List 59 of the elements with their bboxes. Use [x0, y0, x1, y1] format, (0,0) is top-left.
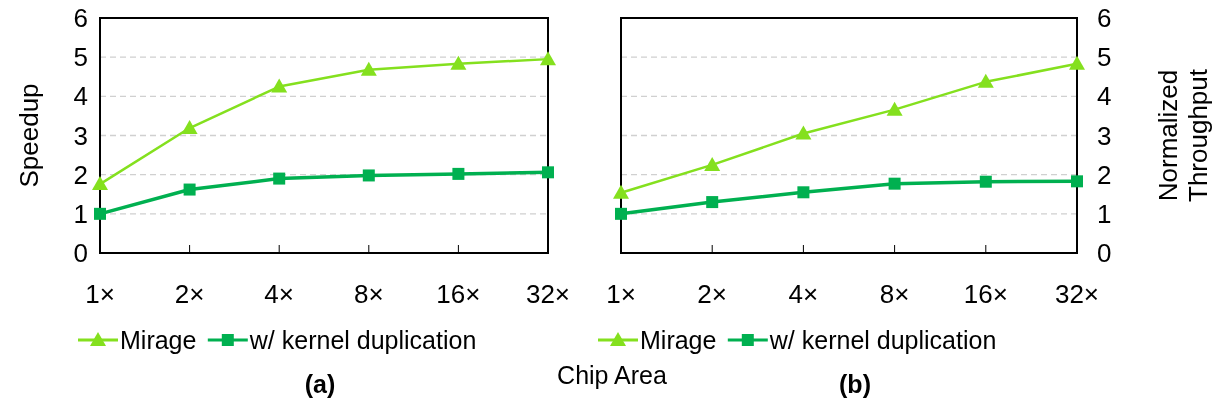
point [452, 167, 465, 180]
legend-label: Mirage [640, 326, 717, 354]
point [92, 176, 108, 191]
point [271, 78, 288, 93]
y-tick-label: 4 [73, 81, 88, 112]
y-tick-label: 3 [73, 120, 88, 151]
x-tick-label: 2× [697, 279, 728, 309]
point [273, 172, 286, 185]
x-tick-label: 2× [174, 279, 205, 309]
y2-tick-label: 4 [1097, 81, 1112, 112]
point [1071, 175, 1083, 188]
x-tick-label: 32× [1054, 279, 1100, 309]
point [795, 125, 812, 140]
point [704, 156, 721, 171]
point [886, 101, 903, 116]
point [540, 51, 556, 66]
x-tick-label: 16× [963, 279, 1008, 309]
x-tick-label: 8× [353, 279, 384, 309]
point [542, 166, 554, 179]
point [362, 169, 375, 182]
y-tick-label: 5 [73, 42, 88, 73]
point [615, 207, 627, 220]
legend-label: w/ kernel duplication [248, 326, 477, 354]
y2-tick-label: 1 [1097, 198, 1112, 229]
point [977, 73, 994, 88]
x-tick-label: 4× [788, 279, 819, 309]
point [706, 196, 719, 209]
y2-tick-label: 3 [1097, 120, 1112, 151]
point [94, 207, 106, 220]
x-tick-label: 1× [606, 279, 636, 309]
y2-tick-label: 6 [1097, 3, 1112, 33]
point [888, 177, 901, 190]
x-tick-label: 8× [879, 279, 910, 309]
x-tick-label: 1× [85, 279, 115, 309]
y2-axis-title: Normalized Throughput [1153, 68, 1213, 202]
y-tick-label: 0 [73, 238, 88, 268]
point [797, 186, 810, 199]
y-axis-title: Speedup [14, 83, 44, 188]
legend-label: Mirage [120, 326, 197, 354]
x-axis-title: Chip Area [557, 361, 667, 389]
x-tick-label: 4× [264, 279, 295, 309]
x-tick-label: 32× [525, 279, 571, 309]
text: (b) [839, 370, 871, 398]
y-tick-label: 2 [73, 159, 88, 190]
y-tick-label: 1 [73, 198, 88, 229]
y-tick-label: 6 [73, 3, 88, 33]
point [979, 175, 992, 188]
y2-tick-label: 0 [1097, 238, 1112, 268]
y2-tick-label: 5 [1097, 42, 1112, 73]
point [613, 184, 629, 199]
point [360, 61, 377, 76]
point [450, 55, 467, 70]
text: (a) [304, 370, 336, 398]
y2-tick-label: 2 [1097, 159, 1112, 190]
point [183, 183, 196, 196]
legend-label: w/ kernel duplication [768, 326, 997, 354]
point [1069, 55, 1085, 70]
point [181, 120, 198, 135]
x-tick-label: 16× [436, 279, 481, 309]
